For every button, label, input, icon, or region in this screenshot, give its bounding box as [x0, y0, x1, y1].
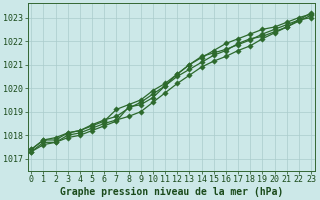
X-axis label: Graphe pression niveau de la mer (hPa): Graphe pression niveau de la mer (hPa)	[60, 186, 283, 197]
